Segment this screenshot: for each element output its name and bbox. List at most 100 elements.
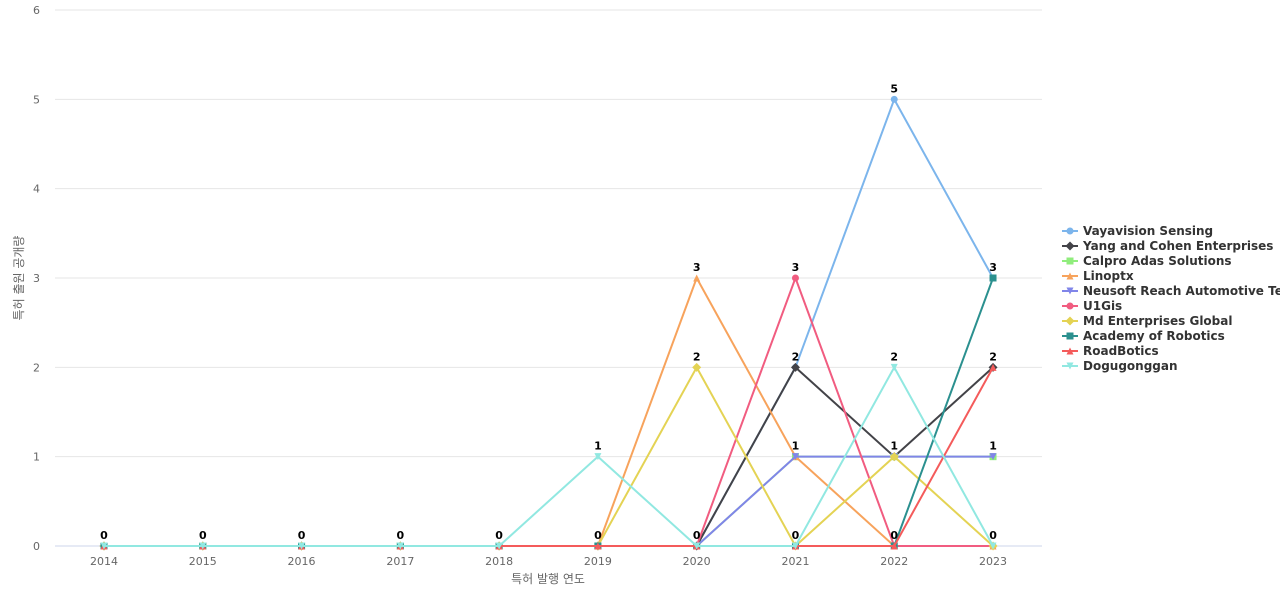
data-label: 0 [792,529,800,542]
grid [55,9,1042,547]
data-point [594,542,602,550]
legend-item[interactable]: Linoptx [1062,269,1134,283]
legend-item[interactable]: Dogugonggan [1062,359,1178,373]
legend-symbol [1066,347,1074,355]
series-line [104,366,994,547]
data-label: 3 [989,261,997,274]
y-tick-label: 4 [33,183,40,196]
data-point [100,542,108,550]
y-tick-label: 3 [33,272,40,285]
data-label: 2 [693,350,701,363]
legend-symbol [1066,272,1074,280]
data-point [989,363,997,371]
data-point [791,453,799,461]
x-tick-label: 2015 [189,555,217,568]
data-label: 1 [792,440,800,453]
legend-label: Dogugonggan [1083,359,1178,373]
x-tick-label: 2020 [683,555,711,568]
data-label: 2 [792,350,800,363]
x-tick-label: 2023 [979,555,1007,568]
data-point [989,453,997,461]
x-axis-title: 특허 발행 연도 [511,571,585,586]
y-axis-ticks: 0 1 2 3 4 5 6 [33,4,40,553]
y-tick-label: 2 [33,361,40,374]
x-axis-ticks: 2014 2015 2016 2017 2018 2019 2020 2021 2022 2023 [90,555,1007,568]
y-tick-label: 5 [33,93,40,106]
x-tick-label: 2014 [90,555,118,568]
legend-item[interactable]: Vayavision Sensing [1062,224,1213,238]
data-point [791,542,799,550]
x-tick-label: 2017 [386,555,414,568]
legend-label: Vayavision Sensing [1083,224,1213,238]
data-label: 0 [100,529,108,542]
y-tick-label: 6 [33,4,40,17]
data-label: 0 [989,529,997,542]
series-line [104,277,994,547]
legend-label: Md Enterprises Global [1083,314,1232,328]
data-label: 0 [594,529,602,542]
data-point [693,274,701,282]
data-point [890,363,898,371]
data-labels: 0 0 0 0 0 1 0 3 2 0 3 2 1 0 5 2 1 0 3 2 1 0 [100,82,997,542]
legend-symbol [1066,257,1074,265]
data-label: 0 [298,529,306,542]
data-point [790,362,800,372]
data-label: 0 [397,529,405,542]
legend-label: Linoptx [1083,269,1134,283]
data-label: 0 [693,529,701,542]
legend-symbol [1066,332,1074,340]
y-axis-title: 특허 출원 공개량 [12,236,26,321]
x-tick-label: 2016 [288,555,316,568]
data-point [298,542,306,550]
legend-item[interactable]: Neusoft Reach Automotive Te... [1062,284,1280,298]
y-tick-label: 1 [33,451,40,464]
legend-label: Yang and Cohen Enterprises [1082,239,1273,253]
series-8 [100,274,997,550]
data-point [889,452,899,462]
data-label: 2 [989,350,997,363]
legend-item[interactable]: Yang and Cohen Enterprises [1062,239,1273,253]
legend-label: RoadBotics [1083,344,1159,358]
data-point [890,95,898,103]
legend-symbol [1065,316,1075,326]
x-tick-label: 2021 [781,555,809,568]
x-tick-label: 2018 [485,555,513,568]
legend-item[interactable]: Md Enterprises Global [1062,314,1232,328]
series-line [104,98,994,547]
series-line [104,277,994,547]
data-point [989,274,997,282]
x-tick-label: 2022 [880,555,908,568]
legend-item[interactable]: RoadBotics [1062,344,1159,358]
data-point [495,542,503,550]
legend-item[interactable]: Calpro Adas Solutions [1062,254,1232,268]
series-10 [100,363,997,550]
data-label: 5 [890,82,898,95]
data-label: 0 [495,529,503,542]
data-point [692,362,702,372]
legend-label: Academy of Robotics [1083,329,1225,343]
legend-symbol [1066,302,1074,310]
data-label: 2 [890,350,898,363]
series-line [104,277,994,547]
legend-item[interactable]: U1Gis [1062,299,1122,313]
legend-symbol [1066,362,1074,370]
data-point [396,542,404,550]
legend-symbol [1066,227,1074,235]
legend-symbol [1065,241,1075,251]
series-1 [100,95,997,550]
data-label: 1 [594,440,602,453]
data-label: 1 [890,440,898,453]
data-label: 0 [199,529,207,542]
series-lines [99,95,998,551]
legend-label: Calpro Adas Solutions [1083,254,1232,268]
data-point [199,542,207,550]
y-tick-label: 0 [33,540,40,553]
data-label: 3 [792,261,800,274]
legend-item[interactable]: Academy of Robotics [1062,329,1225,343]
legend-label: Neusoft Reach Automotive Te... [1083,284,1280,298]
data-label: 3 [693,261,701,274]
x-tick-label: 2019 [584,555,612,568]
legend-label: U1Gis [1083,299,1122,313]
